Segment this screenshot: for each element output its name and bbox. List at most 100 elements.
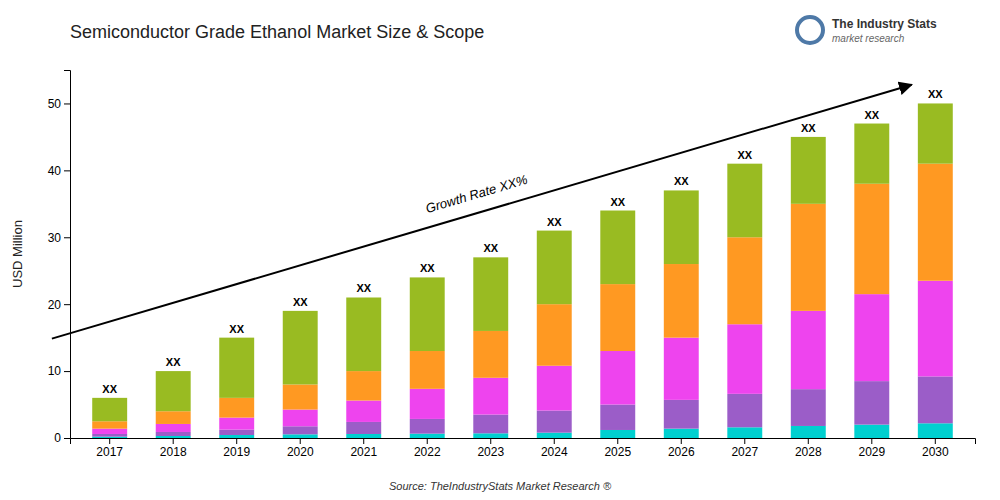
tick-label: 2022 xyxy=(414,445,441,459)
bar xyxy=(473,331,508,378)
tick: 30 xyxy=(48,231,70,245)
bar xyxy=(600,284,635,351)
tick: 2026 xyxy=(668,438,695,459)
bar xyxy=(664,190,699,264)
tick-mark xyxy=(427,438,428,444)
growth-arrow xyxy=(52,85,912,339)
annotation: Growth Rate XX% xyxy=(424,172,529,216)
bar xyxy=(918,281,953,377)
tick: 2017 xyxy=(96,438,123,459)
tick-mark xyxy=(64,237,70,238)
bar xyxy=(791,204,826,311)
tick-label: 2028 xyxy=(795,445,822,459)
bar xyxy=(791,389,826,426)
x-axis: 2017201820192020202120222023202420252026… xyxy=(71,438,976,459)
bar xyxy=(600,351,635,405)
bar xyxy=(473,257,508,331)
tick-label: 2030 xyxy=(922,445,949,459)
bar xyxy=(854,381,889,424)
tick-mark xyxy=(236,438,237,444)
bar xyxy=(410,351,445,389)
tick: 2027 xyxy=(731,438,758,459)
bar xyxy=(854,124,889,184)
tick: 2022 xyxy=(414,438,441,459)
tick: 2018 xyxy=(160,438,187,459)
tick-mark xyxy=(617,438,618,444)
tick: 2023 xyxy=(477,438,504,459)
source: Source: TheIndustryStats Market Research… xyxy=(389,480,612,492)
bar xyxy=(346,401,381,422)
bar xyxy=(537,411,572,433)
tick: 0 xyxy=(54,431,70,445)
tick-label: 2020 xyxy=(287,445,314,459)
tick-label: 2023 xyxy=(477,445,504,459)
bar xyxy=(537,231,572,305)
tick-mark xyxy=(64,371,70,372)
tick: 2028 xyxy=(795,438,822,459)
bar-label: XX xyxy=(102,383,117,395)
bars xyxy=(92,103,953,438)
series xyxy=(92,103,953,421)
tick: 2024 xyxy=(541,438,568,459)
bar xyxy=(727,237,762,324)
bar xyxy=(918,164,953,281)
bar xyxy=(664,400,699,429)
tick: 2019 xyxy=(223,438,250,459)
bar-label: XX xyxy=(864,109,879,121)
tick-label: 2021 xyxy=(350,445,377,459)
bar-labels: XXXXXXXXXXXXXXXXXXXXXXXXXXXX xyxy=(102,88,943,394)
tick-label: 10 xyxy=(48,364,62,378)
bar xyxy=(664,429,699,438)
bar xyxy=(283,311,318,385)
bar xyxy=(664,338,699,400)
plot: XXXXXXXXXXXXXXXXXXXXXXXXXXXX201720182019… xyxy=(10,71,976,459)
tick-mark xyxy=(363,438,364,444)
tick-mark xyxy=(744,438,745,444)
bar-label: XX xyxy=(610,196,625,208)
bar xyxy=(283,426,318,434)
bar xyxy=(219,338,254,398)
bar xyxy=(664,264,699,338)
bar xyxy=(156,436,191,438)
bar xyxy=(918,376,953,423)
bar xyxy=(791,426,826,438)
axis-line xyxy=(71,439,976,445)
tick-label: 2019 xyxy=(223,445,250,459)
bar xyxy=(92,429,127,434)
bar xyxy=(727,427,762,438)
tick-label: 50 xyxy=(48,97,62,111)
bar-label: XX xyxy=(674,175,689,187)
bar xyxy=(600,211,635,285)
bar xyxy=(219,435,254,438)
bar xyxy=(473,433,508,438)
logo-text: market research xyxy=(832,33,905,44)
tick: 20 xyxy=(48,298,70,312)
tick-mark xyxy=(300,438,301,444)
tick-label: 2017 xyxy=(96,445,123,459)
bar xyxy=(727,324,762,394)
bar xyxy=(600,430,635,438)
bar xyxy=(283,434,318,438)
bar xyxy=(156,371,191,411)
tick: 2030 xyxy=(922,438,949,459)
tick-mark xyxy=(64,170,70,171)
bar xyxy=(600,405,635,430)
tick-label: 2024 xyxy=(541,445,568,459)
bar xyxy=(410,389,445,419)
bar xyxy=(283,384,318,409)
tick-label: 20 xyxy=(48,298,62,312)
tick-label: 40 xyxy=(48,164,62,178)
bar xyxy=(537,433,572,438)
bar xyxy=(219,398,254,418)
chart: Semiconductor Grade Ethanol Market Size … xyxy=(0,0,1000,500)
bar xyxy=(473,378,508,415)
bar xyxy=(410,434,445,438)
bar-label: XX xyxy=(737,149,752,161)
bar-label: XX xyxy=(356,282,371,294)
bar xyxy=(156,424,191,432)
bar xyxy=(791,137,826,204)
tick-mark xyxy=(871,438,872,444)
bar xyxy=(283,410,318,427)
bar xyxy=(918,423,953,438)
bar xyxy=(473,415,508,434)
